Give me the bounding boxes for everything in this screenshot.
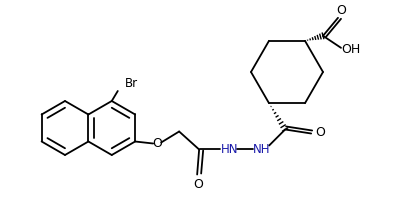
Text: O: O	[336, 4, 346, 17]
Text: O: O	[315, 126, 325, 139]
Text: HN: HN	[221, 143, 238, 156]
Text: OH: OH	[341, 43, 360, 56]
Text: Br: Br	[125, 77, 138, 90]
Text: O: O	[193, 178, 203, 191]
Text: NH: NH	[252, 143, 270, 156]
Text: O: O	[152, 137, 162, 150]
